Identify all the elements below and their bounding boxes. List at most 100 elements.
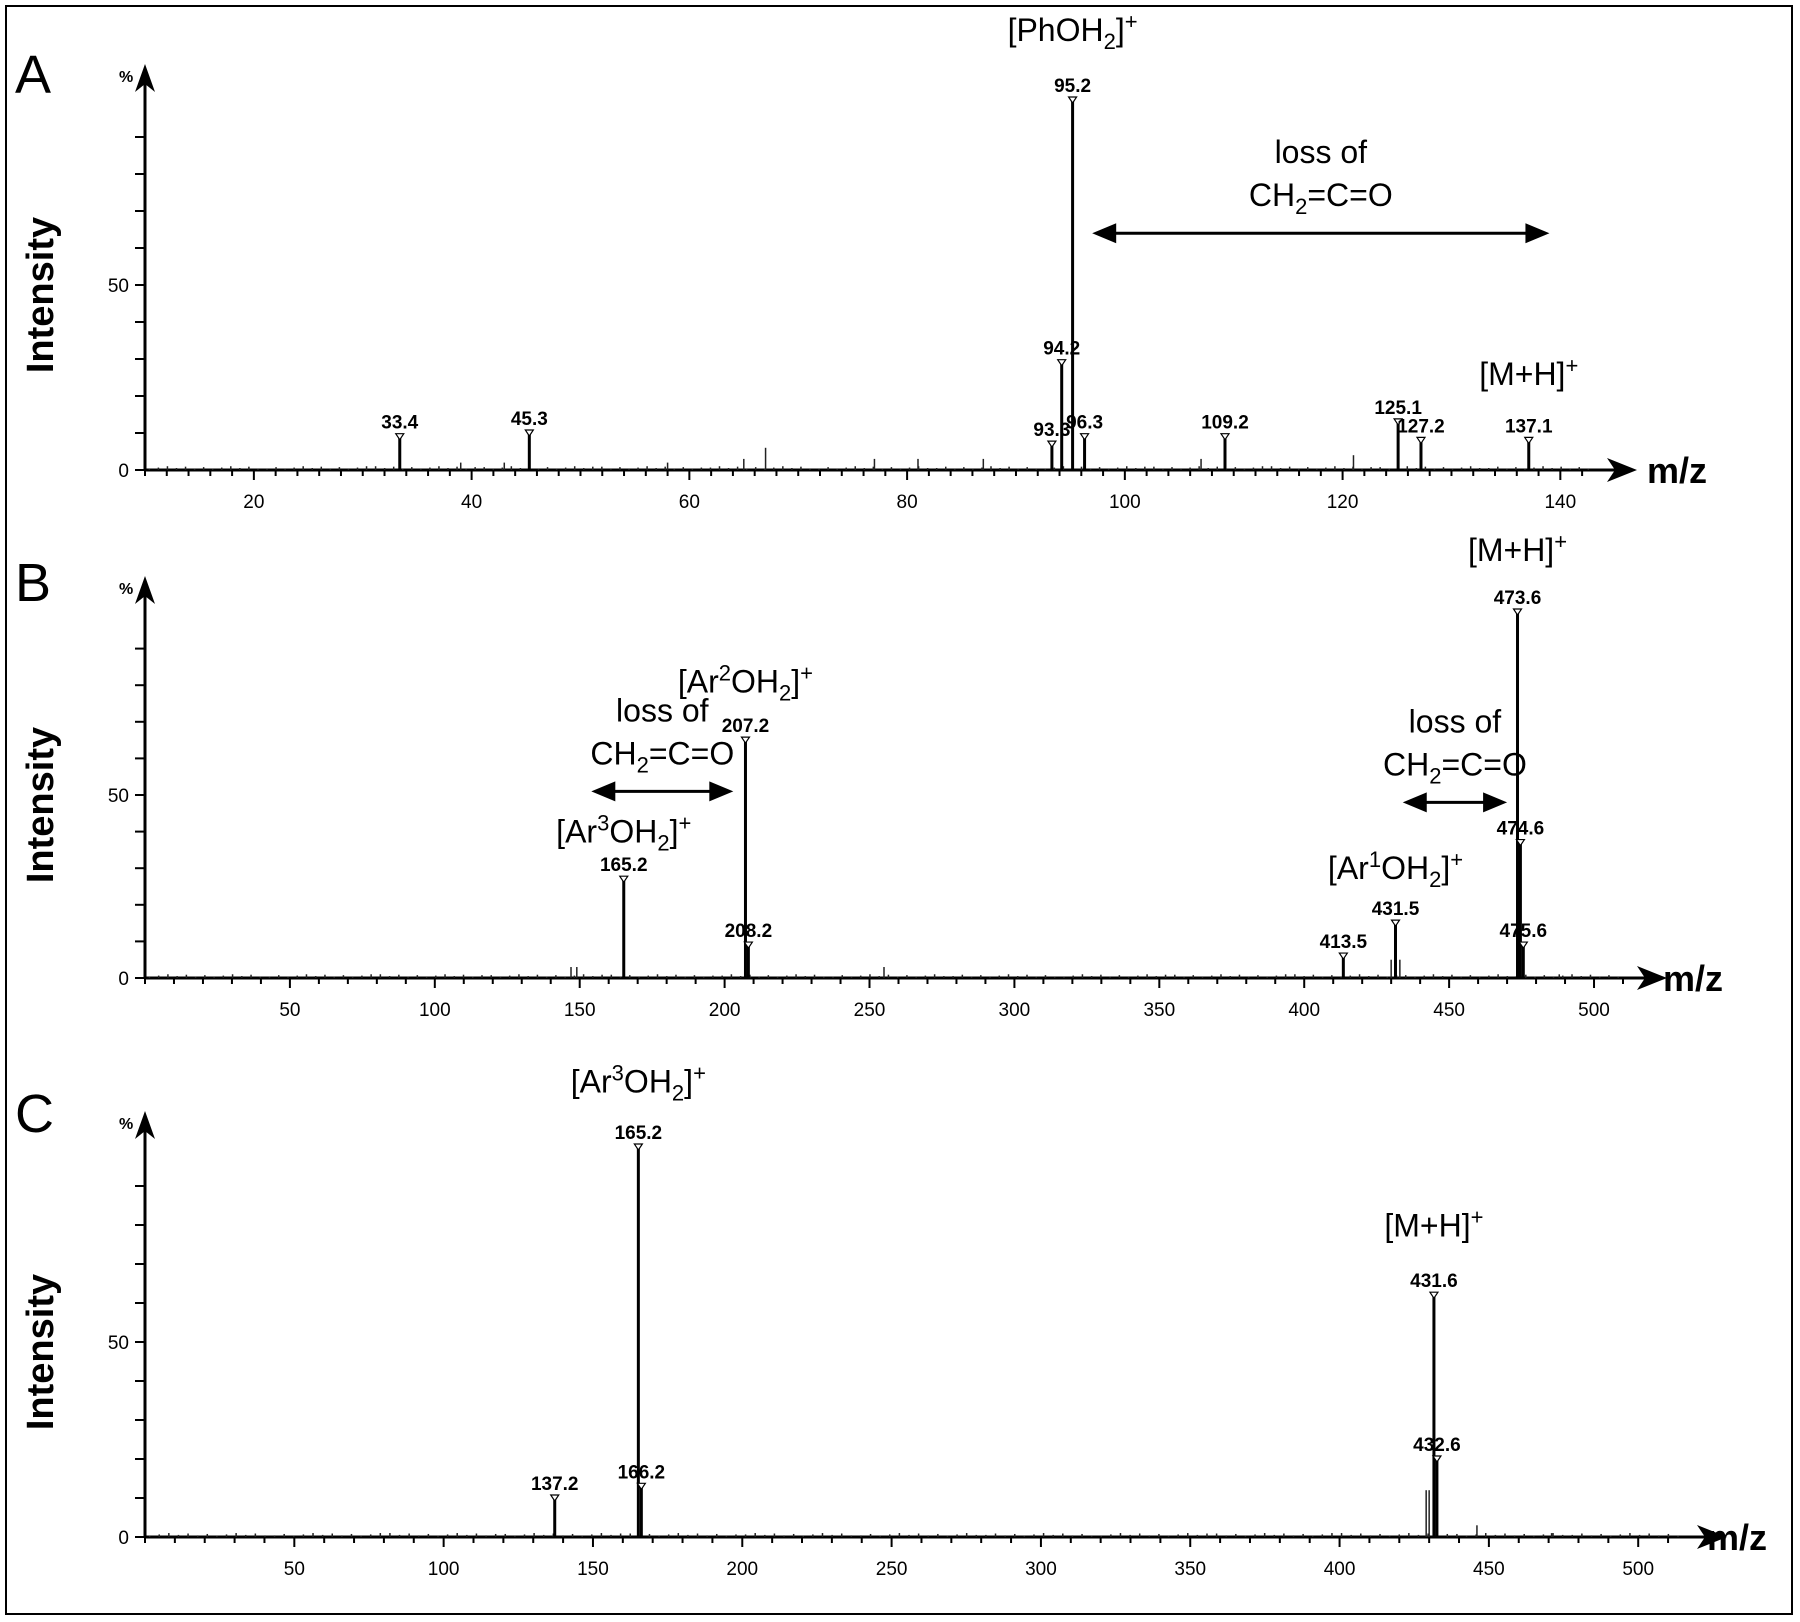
ion-label-part: 2 — [719, 661, 731, 686]
panel-letter-a: A — [15, 45, 51, 105]
ion-label-part: ] — [684, 1063, 693, 1099]
peak-label: 208.2 — [725, 921, 773, 942]
y-axis-label: Intensity — [20, 727, 62, 883]
ion-label-part: [M+H] — [1468, 532, 1554, 568]
peak-label: 45.3 — [511, 409, 548, 430]
ion-label-part: + — [678, 811, 691, 836]
ion-label-part: 2 — [672, 1080, 684, 1105]
x-tick-label: 60 — [679, 492, 700, 513]
ion-label-part: [PhOH — [1008, 12, 1104, 48]
x-tick-label: 100 — [1109, 492, 1141, 513]
mass-spectra-figure: A Intensity% 0 50 m/z 20 40 60 80 100 120 140 33.4 45… — [5, 5, 1793, 1615]
x-tick-label: 500 — [1622, 1559, 1654, 1580]
peak-marker — [1338, 952, 1349, 961]
y-axis-label: Intensity — [20, 1274, 62, 1430]
peak-marker — [1518, 941, 1529, 950]
loss-label-line2: CH2=C=O — [590, 735, 734, 777]
ion-label: [M+H]+ — [1384, 1205, 1483, 1244]
ion-label-part: OH — [731, 664, 779, 700]
ion-label-part: ] — [1441, 850, 1450, 886]
loss-label-part: 2 — [1429, 763, 1441, 788]
panel-letter-b: B — [15, 553, 51, 613]
peak-label: 94.2 — [1043, 339, 1080, 360]
peak-label: 413.5 — [1320, 932, 1368, 953]
loss-arrow-head-right — [1483, 792, 1508, 813]
x-tick-label: 80 — [897, 492, 918, 513]
y-tick-label: 0 — [118, 1528, 129, 1549]
ion-label: [Ar3OH2]+ — [571, 1060, 706, 1105]
loss-label-part: CH — [590, 735, 636, 771]
x-tick-label: 450 — [1473, 1559, 1505, 1580]
y-axis-unit: % — [119, 581, 133, 598]
x-tick-label: 50 — [279, 1000, 300, 1021]
y-tick-label: 0 — [118, 461, 129, 482]
loss-label-part: =C=O — [1441, 746, 1526, 782]
peak-label: 125.1 — [1374, 398, 1422, 419]
peak-label: 33.4 — [381, 413, 418, 434]
peak-label: 432.6 — [1413, 1435, 1461, 1456]
ion-label: [Ar3OH2]+ — [556, 811, 691, 856]
ion-label: [M+H]+ — [1468, 529, 1567, 568]
ion-label-part: + — [800, 661, 813, 686]
x-axis-label: m/z — [1707, 1517, 1767, 1558]
ion-label-part: 2 — [1104, 29, 1116, 54]
ion-label-part: + — [1554, 529, 1567, 554]
x-tick-label: 50 — [284, 1559, 305, 1580]
ion-label-part: [M+H] — [1384, 1208, 1470, 1244]
loss-arrow-head-right — [1525, 223, 1550, 244]
ion-label-part: [Ar — [1328, 850, 1369, 886]
x-tick-label: 200 — [709, 1000, 741, 1021]
x-tick-label: 300 — [999, 1000, 1031, 1021]
loss-label-part: CH — [1383, 746, 1429, 782]
peak-marker — [740, 736, 751, 745]
peak-marker — [618, 875, 629, 884]
loss-label-part: 2 — [637, 752, 649, 777]
peak-marker — [549, 1494, 560, 1503]
peak-marker — [1392, 418, 1404, 426]
peak-marker — [1515, 838, 1526, 847]
ion-label-part: [Ar — [556, 814, 597, 850]
peak-label: 165.2 — [615, 1123, 663, 1144]
ion-label-part: ] — [1116, 12, 1125, 48]
peak-marker — [743, 941, 754, 950]
loss-label-line2: CH2=C=O — [1383, 746, 1527, 788]
peak-label: 93.3 — [1033, 420, 1070, 441]
x-tick-label: 400 — [1288, 1000, 1320, 1021]
loss-arrow-head-left — [1402, 792, 1427, 813]
y-tick-label: 0 — [118, 969, 129, 990]
x-tick-label: 100 — [419, 1000, 451, 1021]
peak-marker — [1079, 433, 1090, 441]
ion-label: [Ar2OH2]+ — [678, 661, 813, 706]
y-axis-arrowhead — [135, 576, 155, 604]
x-tick-label: 300 — [1025, 1559, 1057, 1580]
ion-label-part: ] — [670, 814, 679, 850]
y-axis-arrowhead — [135, 1111, 155, 1139]
peak-label: 95.2 — [1054, 76, 1091, 97]
peak-marker — [1056, 359, 1067, 367]
ion-label-part: 2 — [657, 831, 669, 856]
ion-label-part: [M+H] — [1479, 356, 1565, 392]
ion-label-part: ] — [791, 664, 800, 700]
peak-label: 166.2 — [618, 1462, 666, 1483]
x-axis-label: m/z — [1647, 450, 1707, 491]
peak-marker — [1219, 433, 1231, 441]
x-tick-label: 450 — [1433, 1000, 1465, 1021]
y-tick-label: 50 — [108, 276, 129, 297]
peak-marker — [1067, 96, 1078, 105]
peak-label: 165.2 — [600, 855, 648, 876]
x-tick-label: 140 — [1544, 492, 1576, 513]
ion-label-part: + — [1471, 1205, 1484, 1230]
ion-label-part: 2 — [779, 681, 791, 706]
y-axis-label: Intensity — [20, 217, 62, 373]
x-tick-label: 100 — [428, 1559, 460, 1580]
x-axis-arrowhead — [1697, 1525, 1727, 1549]
x-tick-label: 250 — [876, 1559, 908, 1580]
x-tick-label: 150 — [577, 1559, 609, 1580]
ion-label-part: [Ar — [571, 1063, 612, 1099]
ion-label: [PhOH2]+ — [1008, 9, 1138, 54]
loss-arrow-head-right — [709, 781, 734, 802]
x-tick-label: 350 — [1174, 1559, 1206, 1580]
ion-label-part: 3 — [612, 1060, 624, 1085]
ion-label-part: 3 — [597, 811, 609, 836]
